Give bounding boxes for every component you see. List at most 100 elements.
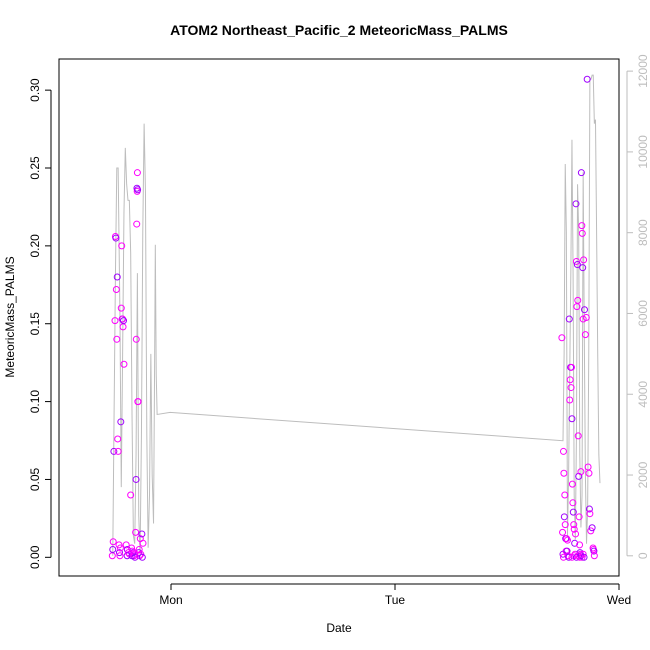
y-axis-left: 0.00 0.05 0.10 0.15 0.20 0.25 0.30 bbox=[28, 78, 52, 569]
data-point bbox=[570, 525, 578, 533]
data-point bbox=[590, 547, 598, 555]
data-point bbox=[566, 376, 574, 384]
y-tick-label: 0.25 bbox=[28, 156, 42, 180]
data-point bbox=[122, 541, 130, 549]
y-tick-label: 0.30 bbox=[28, 78, 42, 102]
data-point bbox=[572, 200, 580, 208]
data-point bbox=[576, 541, 584, 549]
y2-tick-label: 10000 bbox=[636, 135, 650, 169]
y2-tick-label: 4000 bbox=[636, 381, 650, 408]
y-tick-label: 0.05 bbox=[28, 467, 42, 491]
x-tick-label: Tue bbox=[385, 593, 406, 607]
data-point bbox=[587, 527, 595, 535]
data-point bbox=[112, 285, 120, 293]
data-point bbox=[559, 447, 567, 455]
data-point bbox=[116, 552, 124, 560]
data-point bbox=[559, 528, 567, 536]
data-point bbox=[570, 521, 578, 529]
data-point bbox=[563, 547, 571, 555]
data-point bbox=[123, 552, 131, 560]
data-point bbox=[558, 334, 566, 342]
data-point bbox=[588, 524, 596, 532]
data-point bbox=[561, 491, 569, 499]
data-point bbox=[114, 435, 122, 443]
plot-frame bbox=[58, 58, 620, 577]
data-point bbox=[585, 505, 593, 513]
y-tick-label: 0.00 bbox=[28, 545, 42, 569]
data-point bbox=[116, 544, 124, 552]
data-point bbox=[581, 331, 589, 339]
data-point bbox=[134, 186, 142, 194]
data-point bbox=[563, 536, 571, 544]
data-point bbox=[568, 480, 576, 488]
data-point bbox=[138, 553, 146, 561]
x-tick-label: Wed bbox=[607, 593, 631, 607]
data-point bbox=[574, 296, 582, 304]
data-point bbox=[115, 541, 123, 549]
data-point bbox=[577, 468, 585, 476]
data-point bbox=[578, 222, 586, 230]
data-point bbox=[561, 521, 569, 529]
chart-title: ATOM2 Northeast_Pacific_2 MeteoricMass_P… bbox=[170, 22, 508, 38]
data-point bbox=[131, 553, 139, 561]
x-axis: Mon Tue Wed bbox=[159, 583, 631, 607]
data-point bbox=[583, 75, 591, 83]
data-point bbox=[111, 317, 119, 325]
data-point bbox=[566, 396, 574, 404]
data-point bbox=[132, 335, 140, 343]
data-point bbox=[112, 234, 120, 242]
data-point bbox=[133, 169, 141, 177]
data-point bbox=[578, 553, 586, 561]
data-point bbox=[109, 546, 117, 554]
data-point bbox=[132, 475, 140, 483]
data-point bbox=[569, 508, 577, 516]
data-point bbox=[132, 528, 140, 536]
data-point bbox=[572, 257, 580, 265]
data-point bbox=[574, 432, 582, 440]
data-point bbox=[127, 491, 135, 499]
data-point bbox=[573, 261, 581, 269]
data-point bbox=[134, 398, 142, 406]
data-point bbox=[563, 535, 571, 543]
data-point bbox=[139, 539, 147, 547]
data-point bbox=[577, 169, 585, 177]
data-point bbox=[120, 360, 128, 368]
data-point bbox=[120, 317, 128, 325]
y2-tick-label: 0 bbox=[636, 552, 650, 559]
data-point bbox=[572, 530, 580, 538]
data-point bbox=[579, 264, 587, 272]
data-point bbox=[560, 469, 568, 477]
data-point bbox=[582, 314, 590, 321]
data-point bbox=[567, 384, 575, 392]
y-axis-title: MeteoricMass_PALMS bbox=[3, 256, 17, 377]
data-point bbox=[568, 415, 576, 423]
data-point bbox=[128, 544, 136, 552]
data-point bbox=[590, 552, 598, 560]
series-layer bbox=[108, 74, 601, 561]
data-point bbox=[114, 447, 122, 455]
data-point bbox=[135, 549, 143, 557]
data-point bbox=[569, 499, 577, 507]
y2-tick-label: 12000 bbox=[636, 54, 650, 88]
data-point bbox=[559, 553, 567, 561]
secondary-series-line bbox=[112, 74, 601, 556]
data-point bbox=[580, 256, 588, 264]
data-point bbox=[571, 539, 579, 547]
y2-tick-label: 8000 bbox=[636, 219, 650, 246]
data-point bbox=[110, 447, 118, 455]
data-point bbox=[575, 513, 583, 521]
data-point bbox=[117, 418, 125, 426]
y2-tick-label: 2000 bbox=[636, 461, 650, 488]
data-point bbox=[138, 530, 146, 538]
x-tick-label: Mon bbox=[159, 593, 182, 607]
data-point bbox=[568, 363, 576, 371]
data-point bbox=[581, 306, 588, 314]
data-point bbox=[586, 510, 594, 518]
data-point bbox=[565, 315, 573, 323]
x-axis-title: Date bbox=[326, 621, 352, 635]
data-point bbox=[585, 469, 593, 477]
data-point bbox=[578, 229, 586, 237]
y-tick-label: 0.20 bbox=[28, 234, 42, 258]
data-point bbox=[560, 513, 568, 521]
